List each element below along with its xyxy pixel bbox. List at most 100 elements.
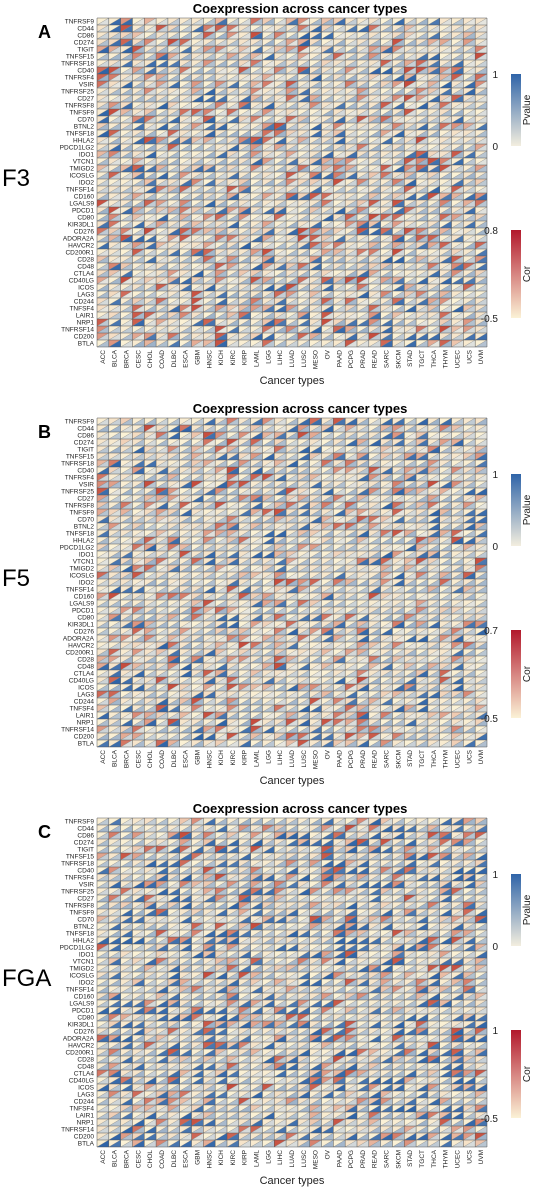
column-label: READ xyxy=(372,350,379,368)
heatmap-cells xyxy=(96,17,488,348)
row-label: CD80 xyxy=(77,214,94,221)
column-label: KICH xyxy=(218,350,225,366)
chart-title: Coexpression across cancer types xyxy=(193,401,408,416)
column-label: PAAD xyxy=(336,350,343,368)
column-label: BLCA xyxy=(112,349,119,367)
row-label: HHLA2 xyxy=(73,137,94,144)
row-label: PDCD1LG2 xyxy=(60,144,95,151)
column-label: ESCA xyxy=(183,349,190,367)
column-label: THYM xyxy=(443,350,450,368)
row-label: CD28 xyxy=(77,256,94,263)
heatmap-panel-b: Coexpression across cancer types B F5 TNFRS… xyxy=(0,400,533,800)
row-label: NRP1 xyxy=(77,319,95,326)
row-label: CD86 xyxy=(77,32,94,39)
row-label: TNFSF15 xyxy=(66,53,95,60)
row-label: HAVCR2 xyxy=(68,242,94,249)
row-label: TNFRSF9 xyxy=(65,18,95,25)
column-label: LIHC xyxy=(277,350,284,365)
row-label: CD276 xyxy=(74,228,95,235)
row-label: KIR3DL1 xyxy=(68,221,95,228)
row-label: CD200 xyxy=(74,333,95,340)
row-label: BTLA xyxy=(78,340,95,347)
heatmap-panel-a: Coexpression across cancer types A F3 TNFRS… xyxy=(0,0,533,400)
row-label: TNFRSF25 xyxy=(61,88,94,95)
row-label: CD44 xyxy=(77,25,94,32)
gene-label: F5 xyxy=(2,565,30,592)
row-label: CD40 xyxy=(77,67,94,74)
row-label: LAIR1 xyxy=(76,312,94,319)
row-label: TNFSF9 xyxy=(69,109,94,116)
row-label: CTLA4 xyxy=(74,270,95,277)
column-label: KIRP xyxy=(242,350,249,365)
column-label: TGCT xyxy=(419,350,426,368)
row-label: CD48 xyxy=(77,263,94,270)
row-label: IDO2 xyxy=(79,179,95,186)
row-label: TNFSF4 xyxy=(69,305,94,312)
legend-min: 0 xyxy=(492,142,498,153)
panel-letter: A xyxy=(38,22,51,42)
row-label: CD70 xyxy=(77,116,94,123)
row-label: TNFRSF8 xyxy=(65,102,95,109)
row-label: TMIGD2 xyxy=(69,165,94,172)
column-label: CHOL xyxy=(147,350,154,368)
column-label: SKCM xyxy=(395,350,402,369)
legend-title: Cor xyxy=(522,265,533,282)
row-label: LAG3 xyxy=(77,291,94,298)
legend-colorbar xyxy=(511,230,521,318)
x-axis-label: Cancer types xyxy=(260,375,325,387)
legend-min: -0.5 xyxy=(481,314,499,325)
heatmap-cells xyxy=(96,417,488,748)
legend-title: Pvalue xyxy=(522,94,533,125)
row-label: PDCD1 xyxy=(72,207,94,214)
row-label: ADORA2A xyxy=(63,235,95,242)
row-label: CD244 xyxy=(74,298,95,305)
column-label: UCS xyxy=(466,349,473,363)
column-label: ACC xyxy=(100,350,107,364)
column-label: KIRC xyxy=(230,350,237,366)
row-label: CD274 xyxy=(74,39,95,46)
column-label: HNSC xyxy=(206,350,213,369)
legend-max: 0.8 xyxy=(484,226,498,237)
column-label: OV xyxy=(324,349,331,359)
column-label: MESO xyxy=(313,350,320,369)
heatmap-svg: Coexpression across cancer typesBF5TNFRS… xyxy=(2,401,533,787)
column-label: LGG xyxy=(265,350,272,364)
column-label: CESC xyxy=(135,350,142,368)
row-label: ICOS xyxy=(78,284,95,291)
column-label: COAD xyxy=(159,350,166,369)
row-label: CD160 xyxy=(74,193,95,200)
row-label: IDO1 xyxy=(79,151,95,158)
row-label: BTNL2 xyxy=(74,123,95,130)
panel-letter: B xyxy=(38,422,51,442)
column-label: UCEC xyxy=(454,350,461,369)
column-label: LUAD xyxy=(289,350,296,368)
row-label: ICOSLG xyxy=(69,172,94,179)
row-label: VTCN1 xyxy=(73,158,95,165)
row-label: VSIR xyxy=(79,81,94,88)
row-label: LGALS9 xyxy=(69,200,94,207)
row-label: TNFRSF4 xyxy=(65,74,95,81)
chart-title: Coexpression across cancer types xyxy=(193,1,408,16)
column-label: STAD xyxy=(407,350,414,367)
column-label: SARC xyxy=(384,350,391,368)
column-label: UVM xyxy=(478,350,485,364)
row-label: TNFSF14 xyxy=(66,186,95,193)
row-label: CD200R1 xyxy=(65,249,94,256)
row-label: TNFSF18 xyxy=(66,130,95,137)
column-label: THCA xyxy=(431,349,438,367)
legend-max: 1 xyxy=(492,70,498,81)
column-label: PRAD xyxy=(360,350,367,368)
column-label: BRCA xyxy=(124,349,131,368)
row-label: TIGIT xyxy=(77,46,94,53)
legend-colorbar xyxy=(511,74,521,146)
column-label: LAML xyxy=(254,350,261,367)
column-label: DLBC xyxy=(171,350,178,368)
column-label: PCPG xyxy=(348,350,355,368)
column-label: GBM xyxy=(194,350,201,365)
gene-label: F3 xyxy=(2,165,30,192)
heatmap-svg: Coexpression across cancer types A F3 TNFRS… xyxy=(2,1,533,387)
row-label: CD27 xyxy=(77,95,94,102)
row-label: TNFRSF18 xyxy=(61,60,94,67)
column-label: LUSC xyxy=(301,350,308,368)
row-label: CD40LG xyxy=(69,277,94,284)
